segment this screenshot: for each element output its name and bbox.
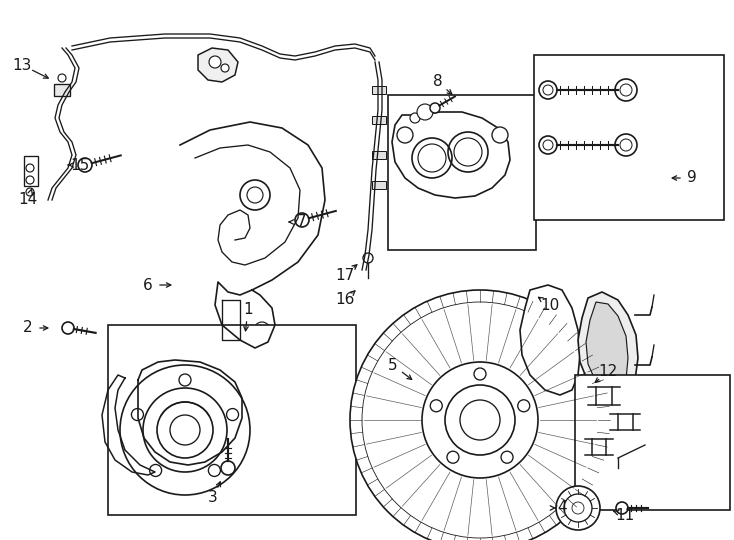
Circle shape: [221, 64, 229, 72]
Circle shape: [78, 158, 92, 172]
Text: 3: 3: [208, 490, 218, 505]
Text: 9: 9: [687, 171, 697, 186]
Text: 13: 13: [12, 57, 32, 72]
Circle shape: [221, 461, 235, 475]
Bar: [24, 156, 38, 186]
Circle shape: [350, 290, 610, 540]
Bar: [372, 151, 386, 159]
Bar: [108, 325, 356, 515]
Polygon shape: [586, 302, 628, 392]
Circle shape: [539, 81, 557, 99]
Circle shape: [615, 134, 637, 156]
Circle shape: [295, 213, 309, 227]
Circle shape: [492, 127, 508, 143]
Circle shape: [556, 486, 600, 530]
Bar: [372, 86, 386, 94]
Text: 6: 6: [143, 278, 153, 293]
Bar: [54, 84, 70, 96]
Polygon shape: [520, 285, 580, 395]
Bar: [372, 181, 386, 189]
Text: 1: 1: [243, 302, 252, 318]
Circle shape: [363, 253, 373, 263]
Text: 10: 10: [540, 298, 559, 313]
Circle shape: [62, 322, 74, 334]
Text: 17: 17: [335, 267, 355, 282]
Text: 8: 8: [433, 75, 443, 90]
Text: 2: 2: [23, 321, 33, 335]
Circle shape: [539, 136, 557, 154]
Circle shape: [410, 113, 420, 123]
Text: 4: 4: [557, 501, 567, 516]
Polygon shape: [578, 292, 638, 400]
Text: 15: 15: [70, 158, 90, 172]
Polygon shape: [198, 48, 238, 82]
Polygon shape: [392, 112, 510, 198]
Circle shape: [209, 56, 221, 68]
Text: 16: 16: [335, 293, 355, 307]
Circle shape: [422, 362, 538, 478]
Circle shape: [397, 127, 413, 143]
Circle shape: [430, 103, 440, 113]
Circle shape: [615, 79, 637, 101]
Bar: [372, 116, 386, 124]
Text: 12: 12: [598, 364, 617, 380]
Bar: [388, 95, 536, 250]
Text: 14: 14: [18, 192, 37, 207]
Text: 7: 7: [297, 214, 307, 230]
Text: 5: 5: [388, 357, 398, 373]
Circle shape: [417, 104, 433, 120]
Circle shape: [362, 302, 598, 538]
Bar: [534, 55, 724, 220]
Text: 11: 11: [615, 508, 635, 523]
Circle shape: [616, 502, 628, 514]
Bar: [575, 375, 730, 510]
